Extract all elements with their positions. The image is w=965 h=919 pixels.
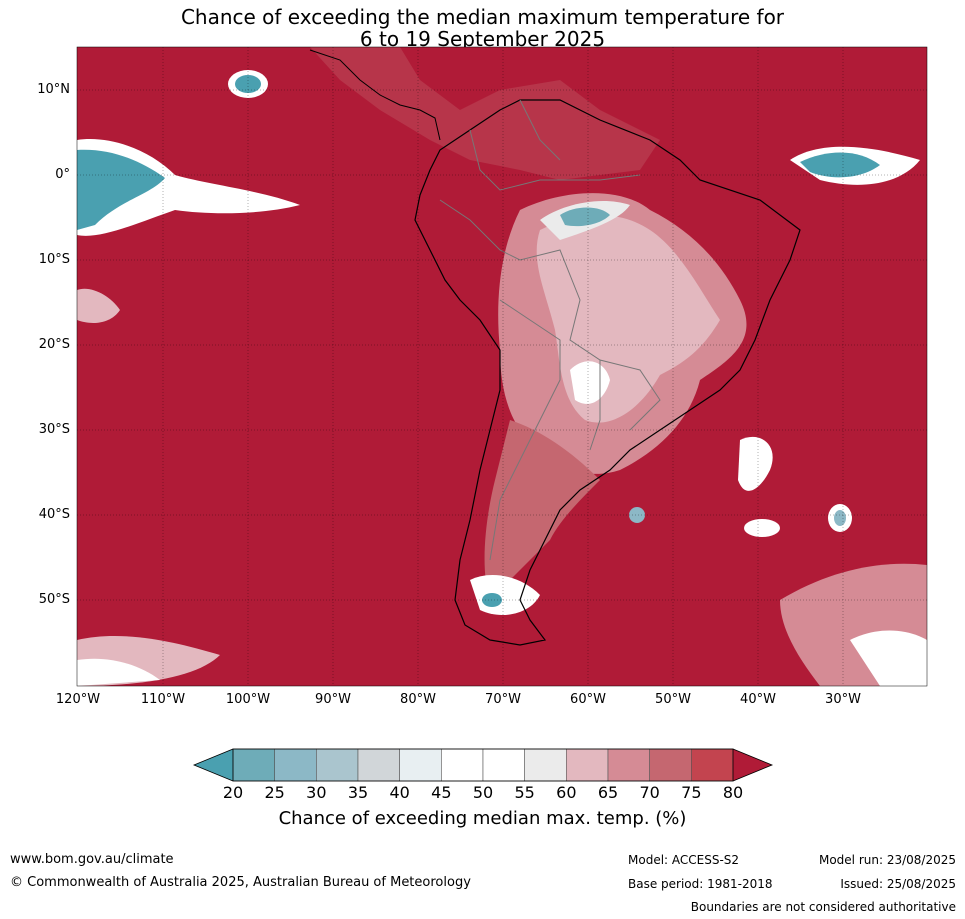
lon-label: 70°W (485, 692, 521, 707)
lon-label: 60°W (570, 692, 606, 707)
colorbar-tick-label: 55 (514, 783, 535, 802)
colorbar-tick-label: 75 (681, 783, 702, 802)
lon-label: 40°W (740, 692, 776, 707)
colorbar-cell (316, 748, 359, 782)
colorbar-cell (649, 748, 692, 782)
colorbar-cell (399, 748, 442, 782)
lat-label: 30°S (38, 422, 70, 437)
colorbar-label: Chance of exceeding median max. temp. (%… (278, 808, 687, 829)
south-america-coastline (414, 99, 801, 646)
colorbar-tick-label: 45 (431, 783, 452, 802)
colorbar-cell (274, 748, 317, 782)
colorbar-cell (441, 748, 484, 782)
colorbar-tick-label: 40 (389, 783, 410, 802)
lat-label: 10°N (37, 82, 70, 97)
colorbar-tick-label: 30 (306, 783, 327, 802)
graticule (77, 47, 927, 686)
lon-label: 120°W (55, 692, 101, 707)
colorbar-cell (607, 748, 650, 782)
lon-label: 90°W (315, 692, 351, 707)
lat-label: 0° (55, 167, 70, 182)
boundary-disclaimer: Boundaries are not considered authoritat… (690, 900, 956, 914)
model-name: Model: ACCESS-S2 (628, 853, 740, 867)
base-period: Base period: 1981-2018 (628, 877, 773, 891)
colorbar-cell (482, 748, 525, 782)
lat-label: 20°S (38, 337, 70, 352)
colorbar-tick-label: 60 (556, 783, 577, 802)
lon-label: 100°W (225, 692, 271, 707)
model-run-date: Model run: 23/08/2025 (818, 853, 956, 867)
colorbar-tick-label: 20 (222, 783, 244, 802)
website-link[interactable]: www.bom.gov.au/climate (10, 852, 174, 867)
lon-label: 80°W (400, 692, 436, 707)
country-borders (439, 99, 661, 561)
pacific-cool-anomaly (77, 149, 165, 230)
colorbar-tick-label: 80 (722, 783, 744, 802)
lon-label: 110°W (140, 692, 186, 707)
lon-label: 30°W (825, 692, 861, 707)
colorbar-cell (524, 748, 567, 782)
map-title-line2: 6 to 19 September 2025 (359, 27, 606, 51)
colorbar-tick-label: 65 (597, 783, 619, 802)
colorbar-cell (566, 748, 609, 782)
issued-date: Issued: 25/08/2025 (840, 877, 956, 891)
central-america-coastline (309, 49, 441, 141)
colorbar-tick-label: 25 (264, 783, 285, 802)
probability-map (76, 46, 928, 687)
colorbar-tick-label: 70 (639, 783, 660, 802)
map-title-line1: Chance of exceeding the median maximum t… (180, 5, 785, 29)
colorbar-cell (357, 748, 400, 782)
colorbar-cells (194, 748, 772, 782)
colorbar-extend-low (194, 749, 233, 781)
colorbar-tick-label: 50 (472, 783, 494, 802)
lat-label: 50°S (38, 592, 70, 607)
copyright-text: © Commonwealth of Australia 2025, Austra… (10, 875, 471, 890)
colorbar-extend-high (733, 749, 772, 781)
lon-label: 50°W (655, 692, 691, 707)
colorbar-tick-label: 35 (347, 783, 369, 802)
colorbar-cell (691, 748, 734, 782)
colorbar (192, 748, 774, 782)
lat-label: 10°S (38, 252, 70, 267)
lat-label: 40°S (38, 507, 70, 522)
colorbar-cell (232, 748, 275, 782)
